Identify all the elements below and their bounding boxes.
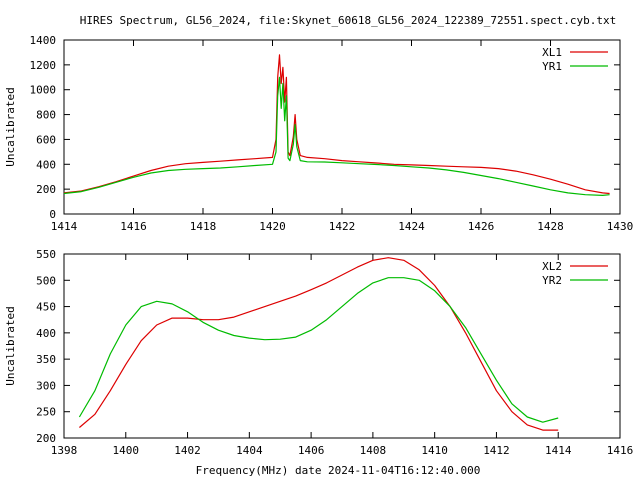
x-tick-label: 1416 bbox=[607, 444, 634, 457]
x-tick-label: 1430 bbox=[607, 220, 634, 233]
legend-label: XL2 bbox=[542, 260, 562, 273]
x-tick-label: 1414 bbox=[545, 444, 572, 457]
y-tick-label: 350 bbox=[36, 353, 56, 366]
y-tick-label: 450 bbox=[36, 301, 56, 314]
x-tick-label: 1414 bbox=[51, 220, 78, 233]
plot-frame bbox=[63, 253, 621, 439]
x-tick-label: 1418 bbox=[190, 220, 217, 233]
series-line-yr2 bbox=[78, 277, 559, 423]
y-axis-label: Uncalibrated bbox=[4, 306, 17, 385]
x-tick-label: 1426 bbox=[468, 220, 495, 233]
plot-frame bbox=[63, 39, 621, 215]
y-tick-label: 200 bbox=[36, 432, 56, 445]
y-axis-label: Uncalibrated bbox=[4, 87, 17, 166]
series-line-xl1 bbox=[63, 54, 610, 195]
x-tick-label: 1398 bbox=[51, 444, 78, 457]
x-tick-label: 1420 bbox=[259, 220, 286, 233]
x-tick-label: 1416 bbox=[120, 220, 147, 233]
x-tick-label: 1402 bbox=[174, 444, 201, 457]
y-tick-label: 550 bbox=[36, 248, 56, 261]
chart-title: HIRES Spectrum, GL56_2024, file:Skynet_6… bbox=[80, 14, 616, 27]
x-tick-label: 1400 bbox=[113, 444, 140, 457]
legend-label: XL1 bbox=[542, 46, 562, 59]
x-tick-label: 1410 bbox=[421, 444, 448, 457]
x-tick-label: 1422 bbox=[329, 220, 356, 233]
y-tick-label: 200 bbox=[36, 183, 56, 196]
y-tick-label: 300 bbox=[36, 379, 56, 392]
x-tick-label: 1404 bbox=[236, 444, 263, 457]
x-tick-label: 1412 bbox=[483, 444, 510, 457]
x-tick-label: 1428 bbox=[537, 220, 564, 233]
bottom-panel: 1398 1400 1402 1404 1406 1408 1410 1412 1414 1416… bbox=[4, 248, 633, 457]
y-tick-label: 400 bbox=[36, 327, 56, 340]
y-tick-label: 800 bbox=[36, 109, 56, 122]
series-line-xl2 bbox=[79, 257, 559, 431]
top-panel: 1414 1416 1418 1420 1422 1424 1426 1428 1430 0 200… bbox=[4, 34, 633, 233]
y-tick-label: 0 bbox=[49, 208, 56, 221]
legend-label: YR1 bbox=[542, 60, 562, 73]
x-axis-label: Frequency(MHz) date 2024-11-04T16:12:40.… bbox=[196, 464, 481, 477]
x-tick-label: 1424 bbox=[398, 220, 425, 233]
y-tick-label: 250 bbox=[36, 406, 56, 419]
y-tick-label: 1200 bbox=[30, 59, 57, 72]
legend-label: YR2 bbox=[542, 274, 562, 287]
series-line-yr1 bbox=[63, 76, 610, 196]
y-tick-label: 600 bbox=[36, 133, 56, 146]
y-tick-label: 1400 bbox=[30, 34, 57, 47]
y-tick-label: 500 bbox=[36, 274, 56, 287]
y-tick-label: 400 bbox=[36, 158, 56, 171]
x-tick-label: 1406 bbox=[298, 444, 325, 457]
x-tick-label: 1408 bbox=[360, 444, 387, 457]
y-tick-label: 1000 bbox=[30, 84, 57, 97]
